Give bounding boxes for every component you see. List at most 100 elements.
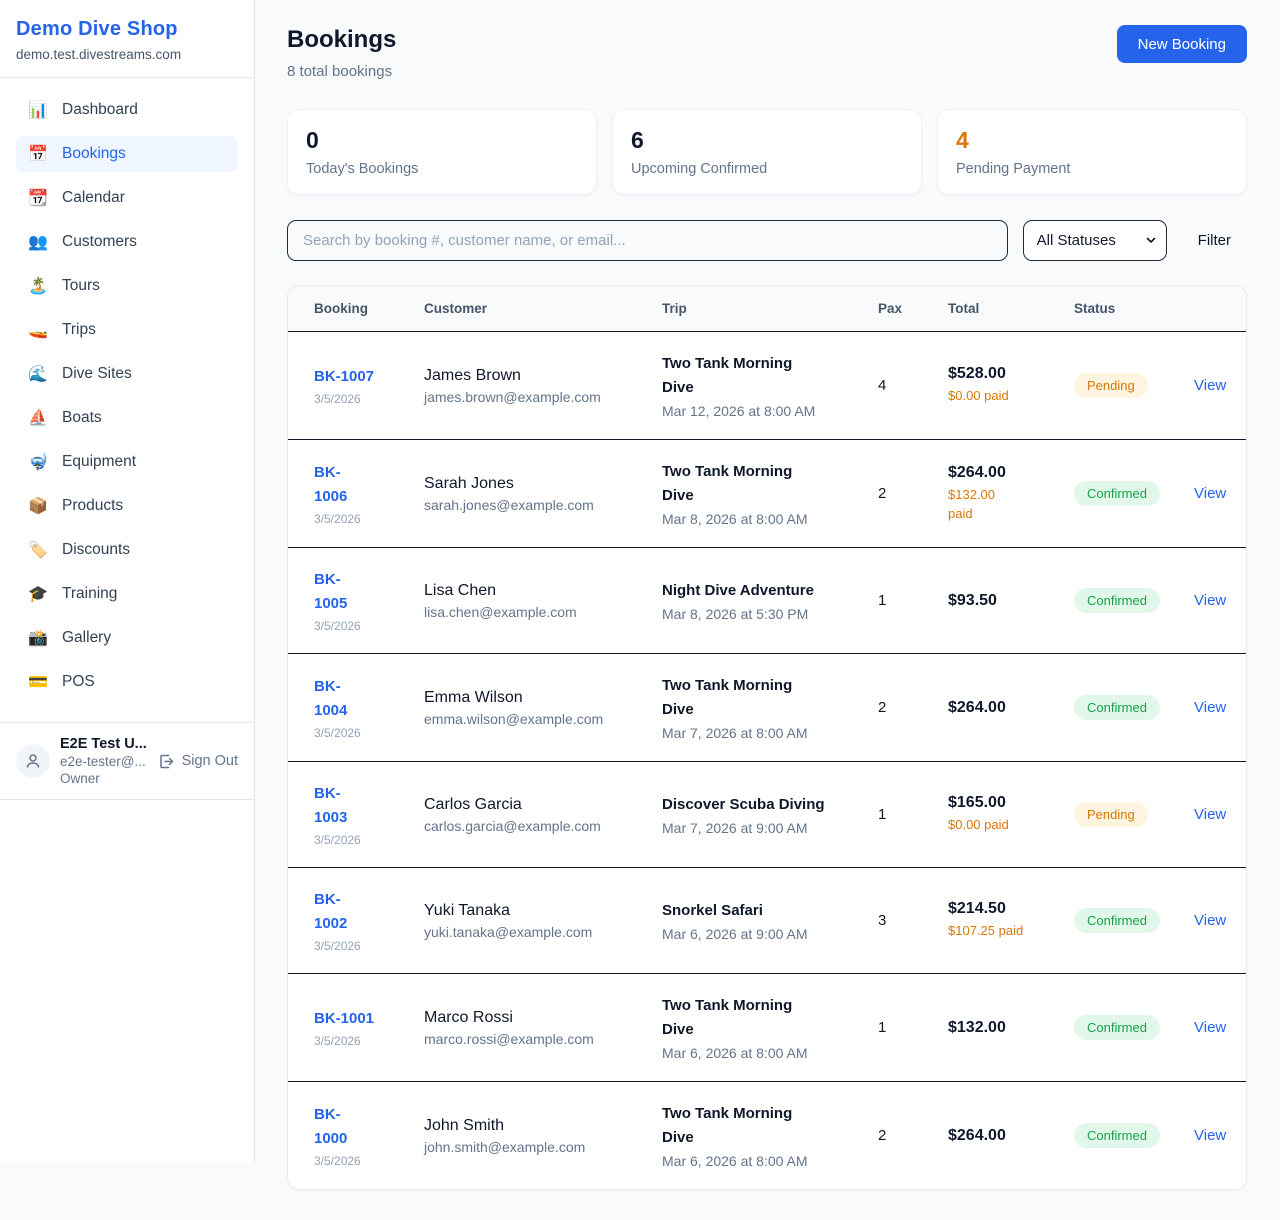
trip-datetime: Mar 7, 2026 at 8:00 AM bbox=[662, 725, 808, 741]
column-header-status: Status bbox=[1074, 301, 1116, 316]
trip-name: Two Tank Morning Dive bbox=[662, 355, 793, 396]
trip-datetime: Mar 12, 2026 at 8:00 AM bbox=[662, 403, 816, 419]
booking-date: 3/5/2026 bbox=[314, 392, 361, 406]
sidebar-item-discounts[interactable]: 🏷️ Discounts bbox=[16, 532, 238, 568]
status-select-wrap: All Statuses bbox=[1022, 220, 1167, 261]
sidebar-item-label: Discounts bbox=[62, 541, 131, 558]
booking-id-link[interactable]: BK- 1004 bbox=[314, 678, 348, 719]
sidebar-item-customers[interactable]: 👥 Customers bbox=[16, 224, 238, 260]
status-select[interactable]: All Statuses bbox=[1023, 221, 1166, 260]
stat-value: 4 bbox=[956, 127, 969, 153]
customer-email: lisa.chen@example.com bbox=[424, 603, 577, 620]
trip-name: Night Dive Adventure bbox=[662, 582, 814, 599]
trip-name: Two Tank Morning Dive bbox=[662, 463, 793, 504]
total-amount: $264.00 bbox=[948, 698, 1006, 716]
brand-domain: demo.test.divestreams.com bbox=[16, 47, 182, 62]
booking-id-link[interactable]: BK- 1000 bbox=[314, 1106, 348, 1147]
booking-date: 3/5/2026 bbox=[314, 1034, 361, 1048]
bar-chart-icon: 📊 bbox=[28, 102, 48, 119]
stat-value: 0 bbox=[306, 127, 319, 153]
tear-calendar-icon: 📆 bbox=[28, 190, 48, 207]
customer-name: Emma Wilson bbox=[424, 688, 523, 706]
customer-name: Lisa Chen bbox=[424, 581, 497, 599]
trip-name: Snorkel Safari bbox=[662, 902, 763, 919]
customer-name: Marco Rossi bbox=[424, 1008, 513, 1026]
pax-count: 1 bbox=[878, 806, 887, 823]
calendar-icon: 📅 bbox=[28, 146, 48, 163]
brand-block: Demo Dive Shop demo.test.divestreams.com bbox=[0, 0, 254, 78]
sign-out-button[interactable]: Sign Out bbox=[158, 753, 238, 770]
table-row: BK-1007 3/5/2026 James Brown james.brown@e… bbox=[288, 332, 1246, 439]
sidebar: Demo Dive Shop demo.test.divestreams.com… bbox=[0, 0, 255, 1162]
column-header-customer: Customer bbox=[424, 301, 488, 316]
customer-email: marco.rossi@example.com bbox=[424, 1030, 594, 1047]
stat-card-todays-bookings: 0 Today's Bookings bbox=[287, 109, 597, 195]
customer-name: Carlos Garcia bbox=[424, 795, 522, 813]
status-badge: Pending bbox=[1074, 373, 1148, 398]
sidebar-item-trips[interactable]: 🚤 Trips bbox=[16, 312, 238, 348]
booking-id-link[interactable]: BK- 1003 bbox=[314, 785, 348, 826]
booking-id-link[interactable]: BK- 1006 bbox=[314, 464, 348, 505]
column-header-pax: Pax bbox=[878, 301, 903, 316]
sidebar-item-dashboard[interactable]: 📊 Dashboard bbox=[16, 92, 238, 128]
search-input[interactable] bbox=[287, 220, 1008, 261]
sailboat-icon: ⛵ bbox=[28, 410, 48, 427]
customer-name: John Smith bbox=[424, 1116, 505, 1134]
booking-id-link[interactable]: BK- 1002 bbox=[314, 891, 348, 932]
credit-card-icon: 💳 bbox=[28, 674, 48, 691]
sidebar-item-equipment[interactable]: 🤿 Equipment bbox=[16, 444, 238, 480]
customer-email: john.smith@example.com bbox=[424, 1138, 586, 1155]
sidebar-item-boats[interactable]: ⛵ Boats bbox=[16, 400, 238, 436]
sidebar-item-label: Gallery bbox=[62, 629, 112, 646]
view-link[interactable]: View bbox=[1194, 698, 1227, 716]
sidebar-item-tours[interactable]: 🏝️ Tours bbox=[16, 268, 238, 304]
customer-name: Sarah Jones bbox=[424, 474, 514, 492]
sidebar-item-dive-sites[interactable]: 🌊 Dive Sites bbox=[16, 356, 238, 392]
customer-email: carlos.garcia@example.com bbox=[424, 817, 601, 834]
customer-name: Yuki Tanaka bbox=[424, 901, 510, 919]
view-link[interactable]: View bbox=[1194, 1018, 1227, 1036]
booking-id-link[interactable]: BK-1007 bbox=[314, 368, 375, 385]
status-badge: Confirmed bbox=[1074, 908, 1160, 933]
paid-amount: $0.00 paid bbox=[948, 817, 1009, 833]
trip-datetime: Mar 8, 2026 at 8:00 AM bbox=[662, 511, 808, 527]
stat-card-pending-payment: 4 Pending Payment bbox=[937, 109, 1247, 195]
view-link[interactable]: View bbox=[1194, 484, 1227, 502]
view-link[interactable]: View bbox=[1194, 911, 1227, 929]
filter-button[interactable]: Filter bbox=[1197, 232, 1231, 249]
diving-mask-icon: 🤿 bbox=[28, 454, 48, 471]
booking-id-link[interactable]: BK- 1005 bbox=[314, 571, 348, 612]
customer-email: sarah.jones@example.com bbox=[424, 496, 594, 513]
sidebar-item-products[interactable]: 📦 Products bbox=[16, 488, 238, 524]
sidebar-item-label: POS bbox=[62, 673, 95, 690]
booking-date: 3/5/2026 bbox=[314, 726, 361, 740]
trip-datetime: Mar 6, 2026 at 9:00 AM bbox=[662, 926, 808, 942]
trip-datetime: Mar 6, 2026 at 8:00 AM bbox=[662, 1153, 808, 1169]
booking-date: 3/5/2026 bbox=[314, 1154, 361, 1168]
customer-name: James Brown bbox=[424, 366, 521, 384]
view-link[interactable]: View bbox=[1194, 805, 1227, 823]
island-icon: 🏝️ bbox=[28, 278, 48, 295]
total-amount: $165.00 bbox=[948, 794, 1006, 812]
sidebar-item-pos[interactable]: 💳 POS bbox=[16, 664, 238, 700]
table-row: BK-1001 3/5/2026 Marco Rossi marco.rossi@e… bbox=[288, 973, 1246, 1081]
view-link[interactable]: View bbox=[1194, 1126, 1227, 1144]
view-link[interactable]: View bbox=[1194, 376, 1227, 394]
column-header-booking: Booking bbox=[314, 301, 368, 316]
new-booking-button[interactable]: New Booking bbox=[1116, 25, 1247, 63]
table-row: BK- 1000 3/5/2026 John Smith john.smith@ex… bbox=[288, 1081, 1246, 1189]
sidebar-item-label: Products bbox=[62, 497, 124, 514]
booking-date: 3/5/2026 bbox=[314, 619, 361, 633]
trip-datetime: Mar 7, 2026 at 9:00 AM bbox=[662, 820, 808, 836]
table-row: BK- 1003 3/5/2026 Carlos Garcia carlos.gar… bbox=[288, 761, 1246, 867]
sidebar-item-training[interactable]: 🎓 Training bbox=[16, 576, 238, 612]
pax-count: 2 bbox=[878, 485, 887, 502]
sidebar-item-calendar[interactable]: 📆 Calendar bbox=[16, 180, 238, 216]
brand-name[interactable]: Demo Dive Shop bbox=[16, 18, 178, 40]
status-badge: Confirmed bbox=[1074, 1015, 1160, 1040]
booking-id-link[interactable]: BK-1001 bbox=[314, 1010, 375, 1027]
sidebar-item-gallery[interactable]: 📸 Gallery bbox=[16, 620, 238, 656]
sidebar-item-bookings[interactable]: 📅 Bookings bbox=[16, 136, 238, 172]
view-link[interactable]: View bbox=[1194, 591, 1227, 609]
user-email: e2e-tester@... bbox=[60, 754, 146, 769]
